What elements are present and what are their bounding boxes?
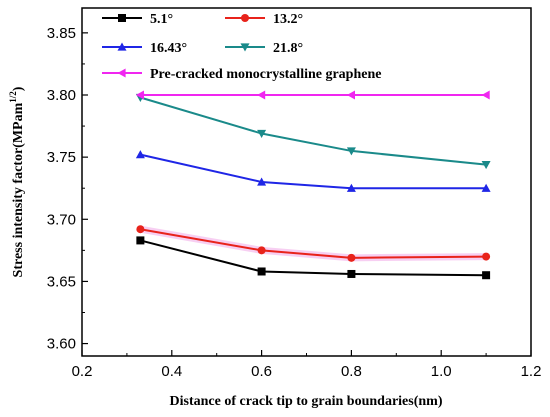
- data-point: [136, 236, 145, 245]
- data-point: [257, 246, 266, 255]
- legend: 5.1° 13.2° 16.43° 21.8° Pre-cracked monocrys…: [102, 12, 381, 82]
- legend-marker: [240, 43, 250, 52]
- y-tick-label: 3.80: [47, 87, 76, 104]
- series-1: [136, 225, 491, 262]
- series-4: [135, 90, 490, 100]
- series-line: [140, 96, 487, 166]
- x-axis-title: Distance of crack tip to grain boundarie…: [170, 394, 443, 409]
- plot-layer: [135, 90, 491, 280]
- data-point: [257, 267, 266, 276]
- data-point: [257, 177, 267, 186]
- legend-item: 13.2°: [225, 12, 303, 27]
- x-tick-label: 0.8: [341, 363, 362, 380]
- y-tick-label: 3.60: [47, 336, 76, 353]
- data-point: [136, 225, 145, 234]
- y-axis-title: Stress intensity factor(MPam1/2): [8, 86, 26, 277]
- plot-frame: [81, 7, 532, 357]
- data-point: [346, 90, 355, 100]
- x-tick-label: 0.6: [251, 363, 272, 380]
- series-3: [135, 93, 491, 170]
- data-point: [135, 150, 145, 159]
- y-tick-label: 3.75: [47, 149, 76, 166]
- y-axis-title-end: ): [11, 86, 26, 91]
- data-point: [481, 161, 491, 170]
- y-tick-label: 3.70: [47, 211, 76, 228]
- data-point: [257, 90, 266, 100]
- x-axis: 0.2 0.4 0.6 0.8 1.0 1.2: [72, 350, 542, 380]
- data-point: [346, 147, 356, 156]
- legend-marker: [118, 14, 126, 22]
- y-axis-title-superscript: 1/2: [8, 91, 18, 103]
- series-line: [140, 239, 487, 277]
- data-point: [482, 271, 491, 280]
- legend-label: 5.1°: [150, 12, 173, 27]
- data-point: [347, 269, 356, 278]
- data-point: [481, 90, 490, 100]
- data-point: [481, 183, 491, 192]
- series-line: [140, 153, 487, 190]
- legend-label: Pre-cracked monocrystalline graphene: [150, 67, 381, 82]
- y-tick-label: 3.85: [47, 25, 76, 42]
- data-point: [347, 253, 356, 262]
- legend-item: 21.8°: [225, 41, 303, 56]
- x-tick-label: 0.4: [161, 363, 182, 380]
- series-line: [140, 228, 487, 259]
- data-point: [135, 90, 144, 100]
- data-point: [257, 129, 267, 139]
- legend-item: 16.43°: [102, 41, 187, 56]
- series-2: [135, 150, 491, 192]
- legend-marker: [117, 68, 126, 78]
- y-axis-title-main: Stress intensity factor(MPam: [11, 102, 26, 277]
- legend-item: 5.1°: [102, 12, 173, 27]
- legend-label: 16.43°: [150, 41, 187, 56]
- legend-label: 13.2°: [273, 12, 303, 27]
- legend-marker: [241, 14, 249, 22]
- x-tick-label: 1.0: [431, 363, 452, 380]
- data-point: [482, 252, 491, 261]
- legend-label: 21.8°: [273, 41, 303, 56]
- y-axis: 3.60 3.65 3.70 3.75 3.80 3.85: [47, 25, 88, 353]
- x-tick-label: 1.2: [521, 363, 542, 380]
- legend-item: Pre-cracked monocrystalline graphene: [102, 67, 381, 82]
- y-tick-label: 3.65: [47, 273, 76, 290]
- series-0: [136, 236, 491, 280]
- legend-marker: [117, 42, 127, 51]
- data-point: [346, 183, 356, 192]
- x-tick-label: 0.2: [72, 363, 93, 380]
